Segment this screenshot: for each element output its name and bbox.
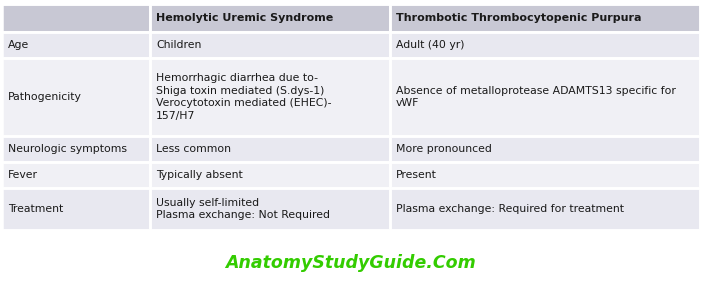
- Text: Hemolytic Uremic Syndrome: Hemolytic Uremic Syndrome: [156, 13, 333, 23]
- Text: Hemorrhagic diarrhea due to-
Shiga toxin mediated (S.dys-1)
Verocytotoxin mediat: Hemorrhagic diarrhea due to- Shiga toxin…: [156, 73, 332, 121]
- Bar: [2, 162, 150, 188]
- Bar: [150, 32, 390, 58]
- Text: Age: Age: [8, 40, 29, 50]
- Text: More pronounced: More pronounced: [396, 144, 492, 154]
- Bar: [2, 32, 150, 58]
- Text: Thrombotic Thrombocytopenic Purpura: Thrombotic Thrombocytopenic Purpura: [396, 13, 641, 23]
- Text: Neurologic symptoms: Neurologic symptoms: [8, 144, 127, 154]
- Text: AnatomyStudyGuide.Com: AnatomyStudyGuide.Com: [225, 254, 476, 272]
- Text: Treatment: Treatment: [8, 204, 63, 214]
- Bar: [150, 4, 390, 32]
- Bar: [150, 162, 390, 188]
- Text: Pathogenicity: Pathogenicity: [8, 92, 82, 102]
- Bar: [2, 188, 150, 230]
- Text: Usually self-limited
Plasma exchange: Not Required: Usually self-limited Plasma exchange: No…: [156, 198, 330, 220]
- Bar: [150, 136, 390, 162]
- Text: Typically absent: Typically absent: [156, 170, 243, 180]
- Bar: [390, 4, 700, 32]
- Bar: [150, 188, 390, 230]
- Bar: [390, 58, 700, 136]
- Bar: [390, 162, 700, 188]
- Bar: [2, 4, 150, 32]
- Bar: [390, 188, 700, 230]
- Bar: [2, 136, 150, 162]
- Bar: [390, 32, 700, 58]
- Bar: [150, 58, 390, 136]
- Text: Absence of metalloprotease ADAMTS13 specific for
vWF: Absence of metalloprotease ADAMTS13 spec…: [396, 86, 676, 108]
- Bar: [390, 136, 700, 162]
- Text: Adult (40 yr): Adult (40 yr): [396, 40, 465, 50]
- Text: Fever: Fever: [8, 170, 38, 180]
- Text: Less common: Less common: [156, 144, 231, 154]
- Bar: [2, 58, 150, 136]
- Text: Plasma exchange: Required for treatment: Plasma exchange: Required for treatment: [396, 204, 624, 214]
- Text: Present: Present: [396, 170, 437, 180]
- Text: Children: Children: [156, 40, 201, 50]
